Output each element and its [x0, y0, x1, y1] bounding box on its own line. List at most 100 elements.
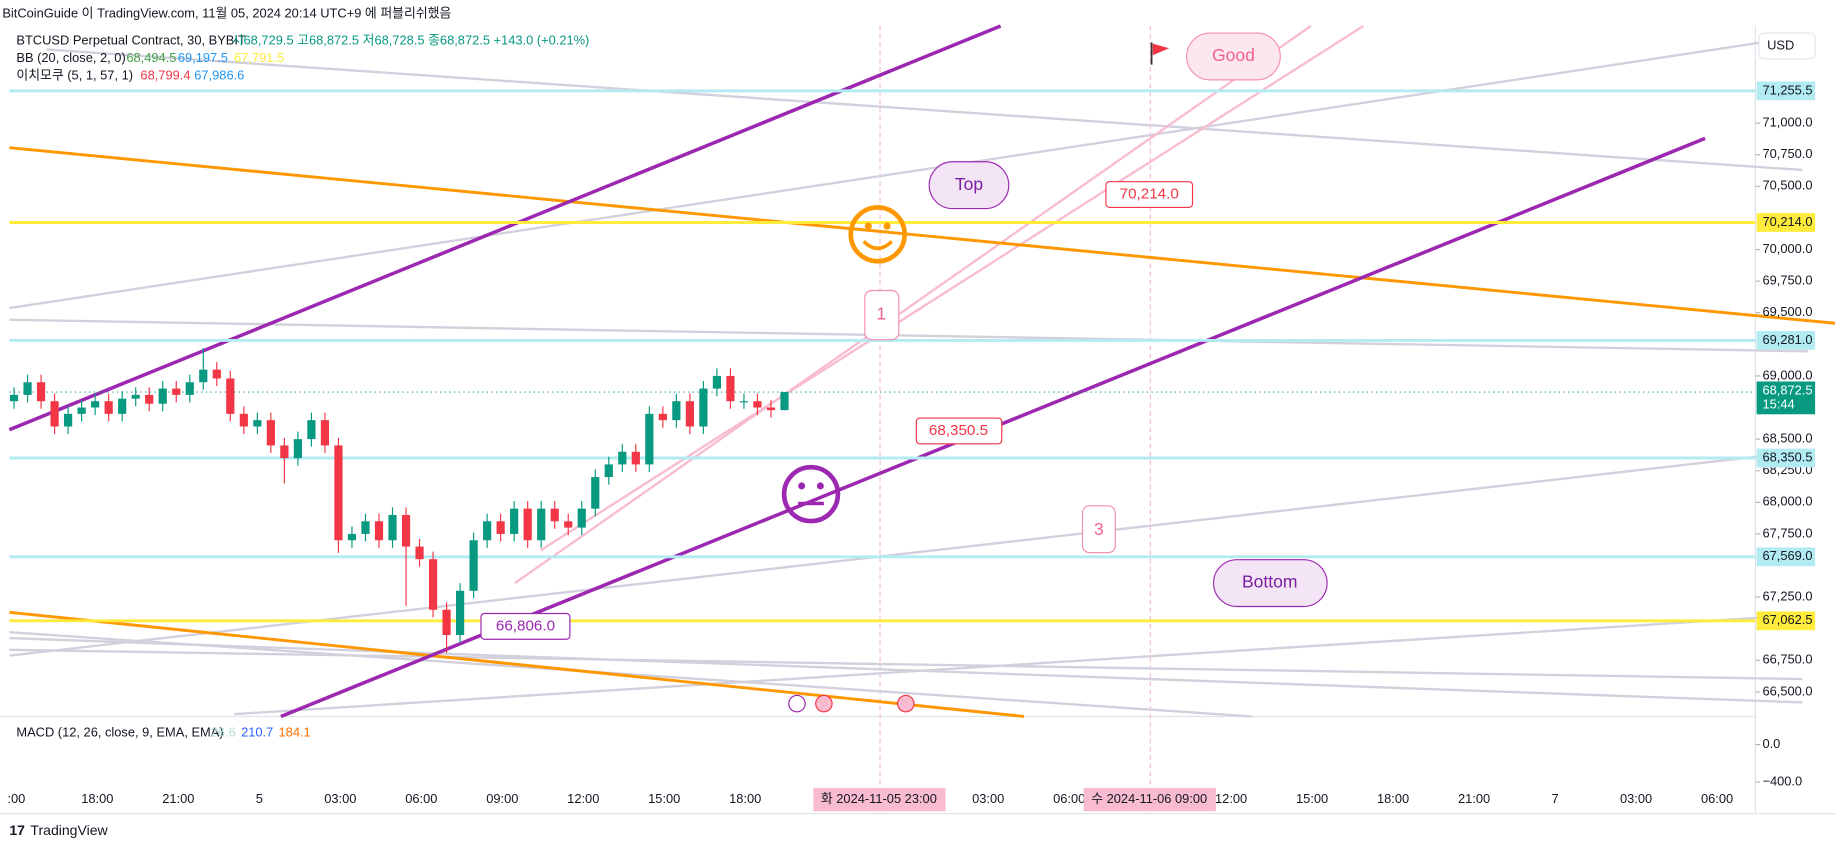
crosshair-label: 화 2024-11-05 23:00	[821, 791, 937, 806]
candle-body	[199, 369, 208, 383]
y-tick-label: 70,000.0	[1762, 241, 1812, 256]
candles	[9, 348, 789, 654]
last-price-box	[1756, 381, 1816, 415]
bb-value: 68,494.5	[126, 50, 176, 65]
candle-body	[185, 382, 194, 395]
macd-value: 26.6	[211, 724, 236, 739]
y-tick-label: 68,000.0	[1762, 494, 1812, 509]
macd-value: 210.7	[241, 724, 273, 739]
footer-icon: 17	[9, 822, 25, 838]
x-tick-label: 21:00	[1458, 791, 1490, 806]
candle-body	[442, 609, 451, 636]
level-label: 67,062.5	[1762, 612, 1812, 627]
face-eye	[816, 482, 824, 490]
candle-body	[280, 445, 289, 459]
candle-body	[415, 546, 424, 560]
candle-body	[712, 375, 722, 389]
channel-line	[514, 25, 1312, 585]
x-tick-label: 06:00	[1701, 791, 1733, 806]
bb-value: 69,197.5	[178, 50, 228, 65]
price-note	[915, 417, 1003, 445]
trend-line	[9, 648, 1803, 681]
candle-body	[77, 407, 86, 414]
y-tick-label: 68,500.0	[1762, 431, 1812, 446]
ohlc: 시68,729.5 고68,872.5 저68,728.5 종68,872.5 …	[232, 33, 590, 48]
level-label: 70,214.0	[1762, 214, 1812, 229]
candle-body	[361, 521, 370, 534]
y-tick-label: 69,000.0	[1762, 367, 1812, 382]
trend-line	[9, 631, 1253, 718]
candle-body	[307, 420, 316, 440]
trend-line	[9, 146, 1835, 325]
y-tick-label: 71,000.0	[1762, 115, 1812, 130]
callout	[1186, 32, 1281, 81]
x-tick-label: 18:00	[729, 791, 761, 806]
candle-body	[253, 420, 262, 427]
level-label: 71,255.5	[1762, 82, 1812, 97]
candle-body	[496, 521, 505, 534]
smiley-mouth	[862, 240, 893, 251]
candle-body	[64, 413, 73, 427]
candle-body	[226, 378, 235, 414]
candle-body	[523, 508, 532, 541]
callout-text: 1	[876, 304, 886, 324]
crosshair-labels: 화 2024-11-05 23:00 수 2024-11-06 09:00	[813, 787, 1216, 812]
level-label-box	[1756, 81, 1816, 101]
macd-value: 184.1	[279, 724, 311, 739]
y-tick-label: 67,750.0	[1762, 525, 1812, 540]
currency-box[interactable]	[1758, 32, 1816, 60]
price-note	[1105, 181, 1194, 208]
level-label-box	[1756, 611, 1816, 631]
level-label-box	[1756, 213, 1816, 232]
symbol: BTCUSD Perpetual Contract, 30, BYBIT	[16, 33, 246, 48]
x-tick-label: 06:00	[1053, 791, 1085, 806]
candle-body	[320, 420, 330, 446]
callout-text: Bottom	[1242, 572, 1298, 592]
candle-body	[388, 514, 397, 541]
trend-line	[8, 24, 1002, 432]
candle-body	[604, 464, 613, 478]
level-label-box	[1756, 448, 1816, 468]
trend-line	[46, 48, 1803, 172]
candle-body	[131, 394, 140, 399]
candle-body	[455, 590, 465, 636]
price-note-text: 66,806.0	[496, 617, 555, 634]
crosshair-label: 수 2024-11-06 09:00	[1091, 791, 1207, 806]
callout	[864, 289, 900, 341]
candle-body	[428, 559, 438, 610]
face-eye	[798, 482, 806, 490]
candle-body	[9, 394, 19, 402]
macd-y-tick-label: −400.0	[1762, 773, 1802, 788]
candle-body	[91, 401, 100, 408]
candle-body	[36, 382, 46, 402]
footer-logo: TradingView	[30, 822, 108, 838]
candle-body	[753, 401, 762, 408]
x-tick-label: 18:00	[1377, 791, 1409, 806]
ichimoku-value: 67,986.6	[194, 68, 244, 83]
event-icon	[897, 694, 915, 713]
bb-value: 67,791.5	[234, 50, 284, 65]
callout	[928, 161, 1010, 210]
candle-body	[699, 388, 708, 427]
candle-body	[537, 508, 546, 541]
smiley-eye	[883, 222, 891, 230]
candle-body	[672, 401, 681, 421]
trend-line	[9, 318, 1809, 353]
x-tick-label: 06:00	[405, 791, 437, 806]
candle-body	[212, 369, 221, 379]
currency[interactable]: USD	[1767, 37, 1794, 52]
header: BitCoinGuide 이 TradingView.com, 11월 05, …	[2, 6, 1816, 838]
candle-body	[550, 508, 559, 522]
crosshair-label-box	[813, 787, 946, 812]
callout-text: 3	[1094, 519, 1104, 539]
candle-body	[780, 392, 789, 411]
candle-body	[145, 394, 154, 404]
y-tick-label: 66,500.0	[1762, 683, 1812, 698]
candle-body	[172, 388, 181, 395]
candle-body	[293, 439, 302, 459]
event-icon	[788, 694, 806, 713]
y-tick-label: 70,750.0	[1762, 146, 1812, 161]
price-note-text: 70,214.0	[1120, 186, 1179, 203]
candle-body	[239, 413, 248, 427]
candle-body	[631, 451, 640, 465]
